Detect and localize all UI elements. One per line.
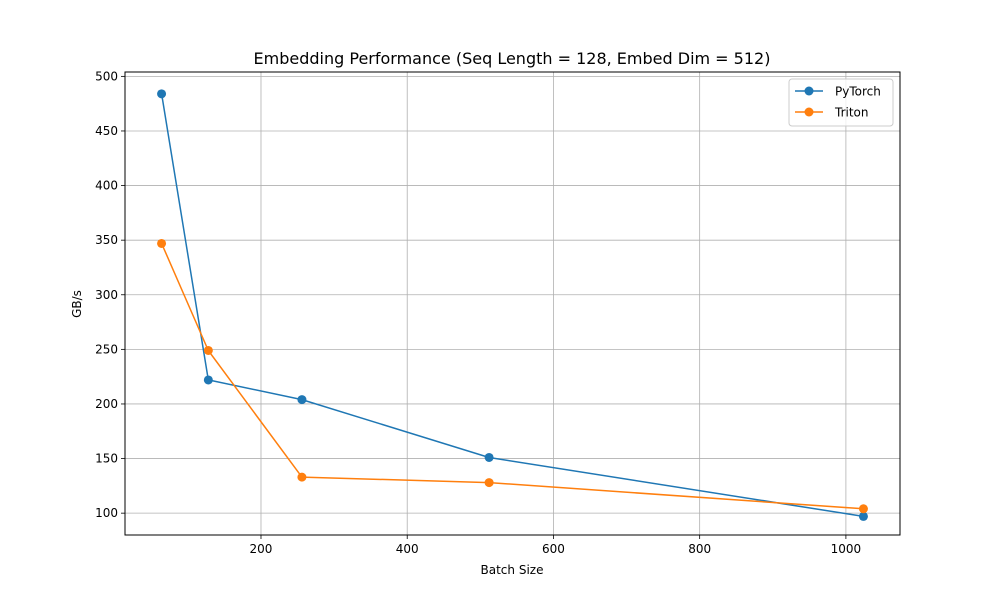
triton-data-point <box>858 504 868 514</box>
triton-data-point <box>297 472 307 482</box>
x-tick-label: 400 <box>396 542 419 556</box>
pytorch-data-point <box>484 452 494 462</box>
chart-title: Embedding Performance (Seq Length = 128,… <box>254 49 771 68</box>
x-axis-label: Batch Size <box>481 563 544 577</box>
y-tick-label: 450 <box>95 124 118 138</box>
axis-ticks: 200 400 600 800 1000 100 150 200 250 300 350 400 450… <box>95 69 861 556</box>
pytorch-legend-marker <box>804 86 814 96</box>
y-tick-label: 400 <box>95 179 118 193</box>
pytorch-series-line <box>160 93 864 518</box>
y-tick-label: 200 <box>95 397 118 411</box>
triton-series-line <box>160 243 864 510</box>
x-tick-label: 800 <box>688 542 711 556</box>
x-tick-label: 1000 <box>831 542 862 556</box>
y-tick-label: 500 <box>95 69 118 83</box>
y-tick-label: 300 <box>95 288 118 302</box>
pytorch-data-point <box>297 395 307 405</box>
triton-data-point <box>157 238 167 248</box>
series-layer <box>157 89 868 521</box>
pytorch-legend-label: PyTorch <box>835 85 881 99</box>
triton-legend-label: Triton <box>834 106 869 120</box>
y-axis-label: GB/s <box>70 290 84 318</box>
y-tick-label: 350 <box>95 233 118 247</box>
triton-legend-marker <box>804 107 814 117</box>
triton-data-point <box>484 478 494 488</box>
pytorch-data-point <box>858 511 868 521</box>
x-tick-label: 600 <box>542 542 565 556</box>
pytorch-data-point <box>157 89 167 99</box>
y-tick-label: 250 <box>95 342 118 356</box>
plot-frame <box>124 71 901 536</box>
y-tick-label: 100 <box>95 506 118 520</box>
x-tick-label: 200 <box>250 542 273 556</box>
triton-data-point <box>203 345 213 355</box>
y-tick-label: 150 <box>95 452 118 466</box>
grid <box>125 72 900 535</box>
pytorch-data-point <box>203 375 213 385</box>
legend: PyTorch Triton <box>788 78 894 127</box>
